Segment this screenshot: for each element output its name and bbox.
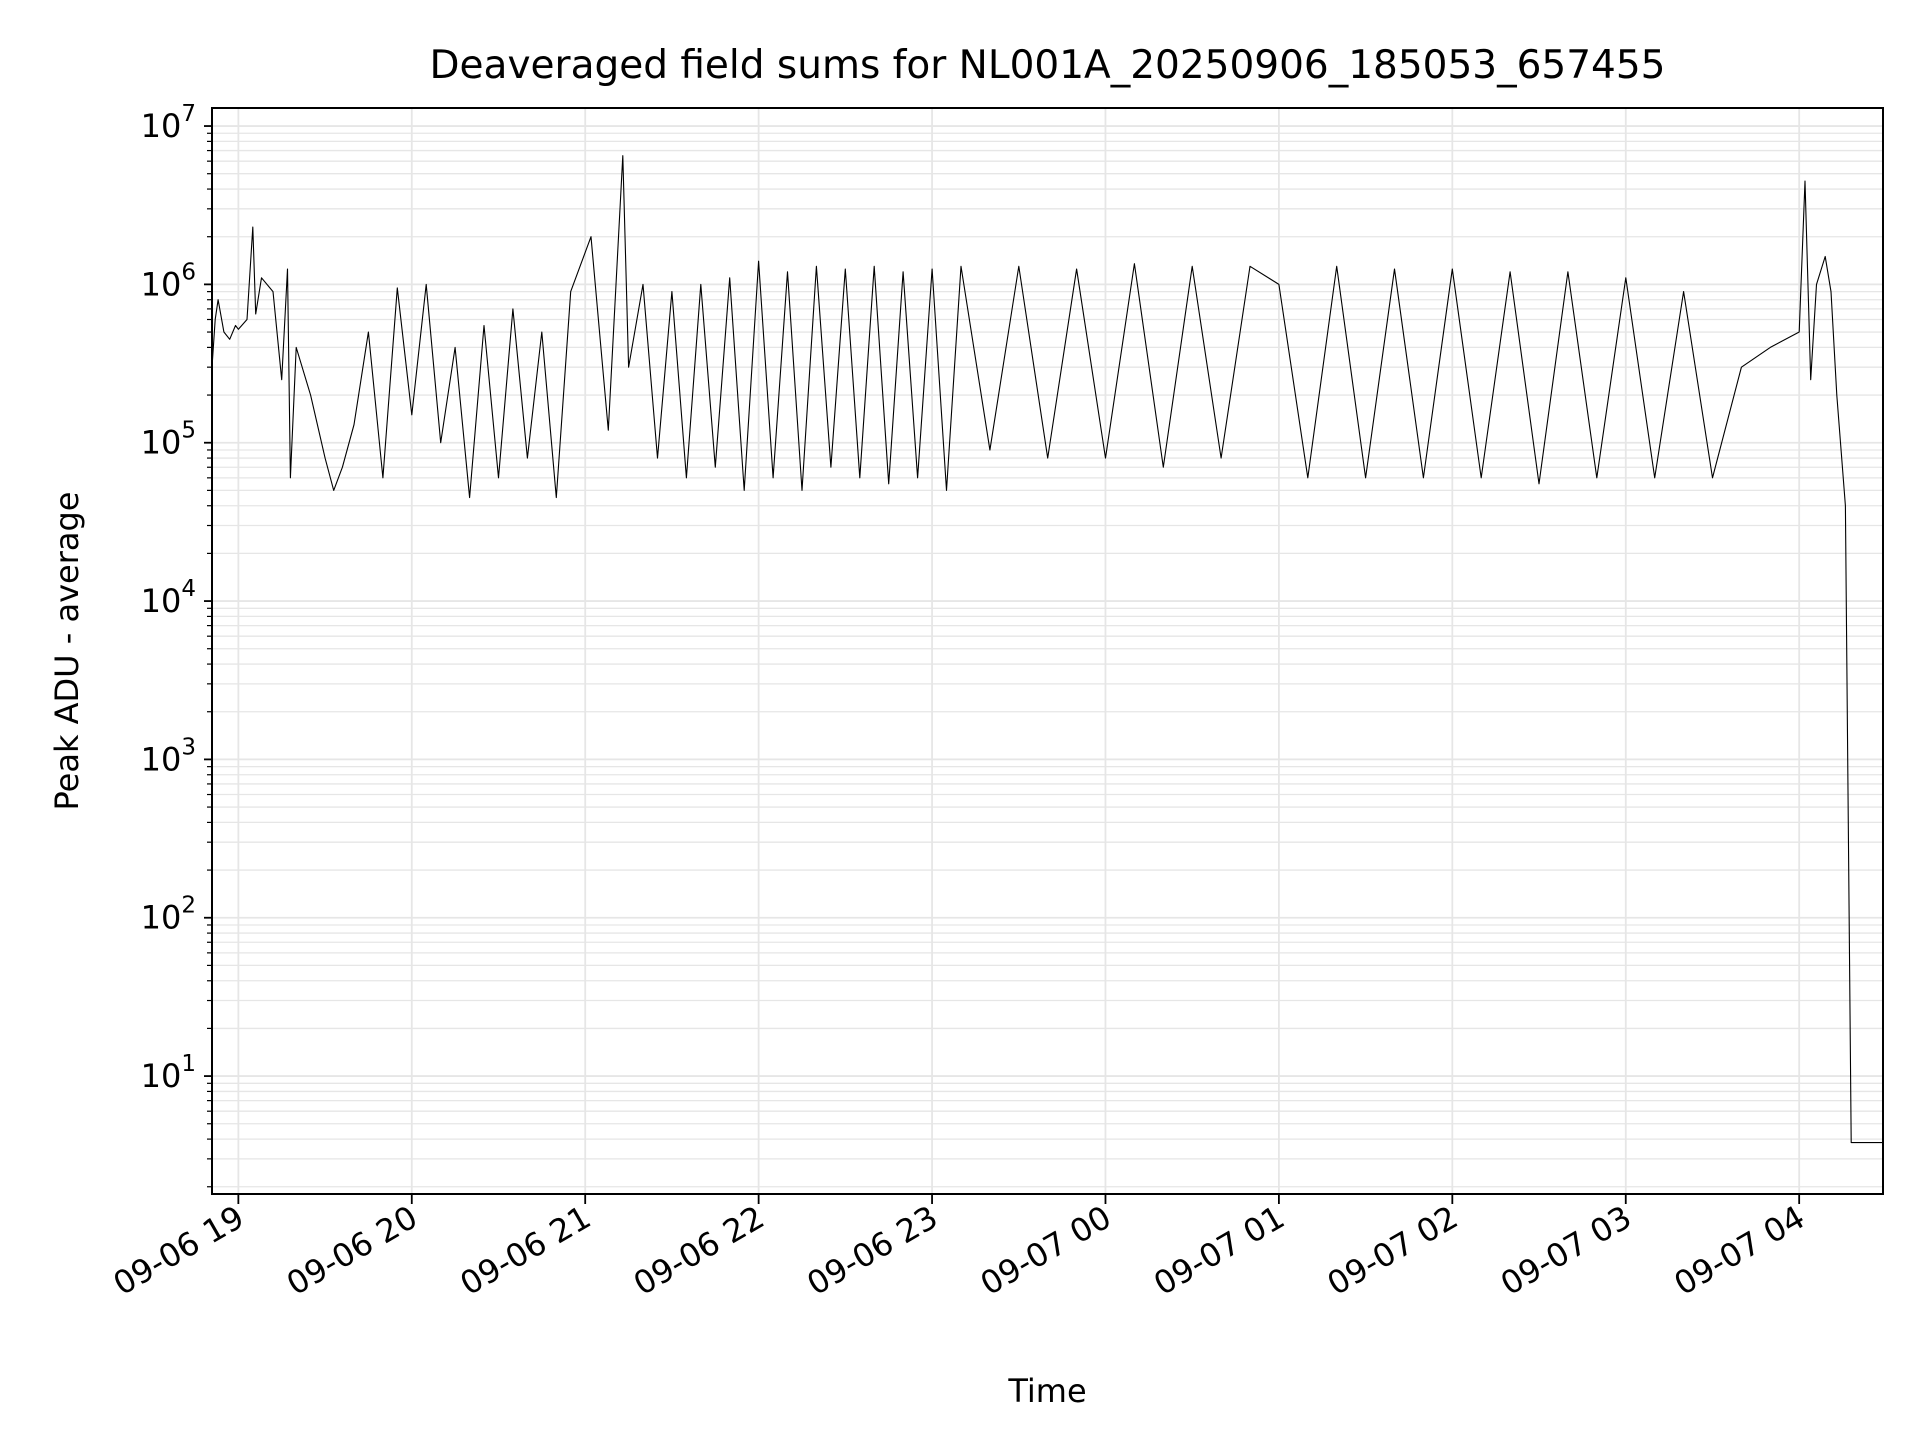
x-tick-label: 09-06 19	[107, 1198, 251, 1303]
x-tick-label: 09-07 03	[1494, 1198, 1638, 1303]
x-tick-label: 09-06 23	[800, 1198, 944, 1303]
x-tick-label: 09-06 20	[280, 1198, 424, 1303]
x-tick-label: 09-07 02	[1321, 1198, 1465, 1303]
plot-frame	[211, 107, 1884, 1195]
y-axis-label: Peak ADU - average	[48, 492, 86, 811]
y-tick-label: 106	[141, 259, 196, 303]
y-tick-label: 105	[141, 418, 196, 462]
grid-lines	[212, 108, 1883, 1194]
axis-ticks: 101 102 103 104 105 106 107 09-06 19 09-06 20 09-…	[107, 101, 1811, 1303]
x-tick-label: 09-06 21	[454, 1198, 598, 1303]
y-tick-label: 101	[141, 1051, 196, 1095]
x-tick-label: 09-07 04	[1668, 1198, 1812, 1303]
x-tick-label: 09-07 01	[1147, 1198, 1291, 1303]
series-line	[211, 155, 1883, 1144]
y-tick-label: 107	[141, 101, 196, 145]
y-tick-label: 103	[141, 734, 196, 778]
chart-title: Deaveraged field sums for NL001A_2025090…	[430, 43, 1666, 88]
x-tick-label: 09-07 00	[974, 1198, 1118, 1303]
y-tick-label: 104	[141, 576, 196, 620]
x-tick-label: 09-06 22	[627, 1198, 771, 1303]
y-tick-label: 102	[141, 893, 196, 937]
x-axis-label: Time	[1007, 1372, 1086, 1410]
